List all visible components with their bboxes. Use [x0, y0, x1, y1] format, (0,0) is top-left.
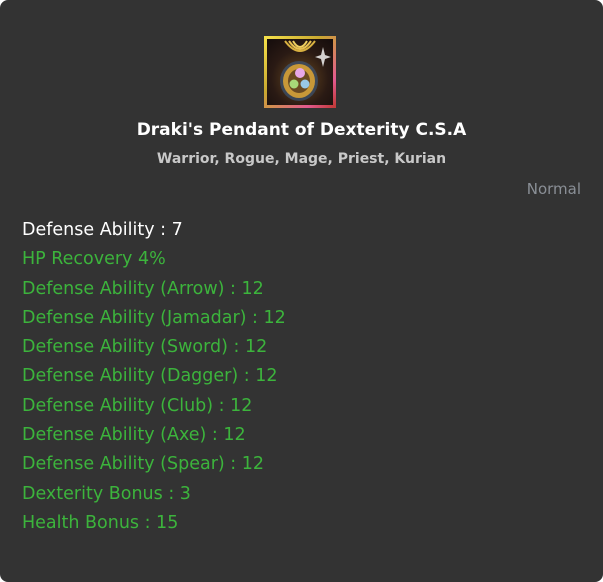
stat-line: Defense Ability (Arrow) : 12 — [22, 278, 264, 299]
stat-line: Defense Ability (Club) : 12 — [22, 395, 253, 416]
stat-line: Defense Ability (Jamadar) : 12 — [22, 307, 286, 328]
item-name: Draki's Pendant of Dexterity C.S.A — [136, 120, 467, 140]
pendant-icon — [264, 36, 336, 108]
stat-line: HP Recovery 4% — [22, 249, 166, 270]
stat-line: Defense Ability (Dagger) : 12 — [22, 366, 278, 387]
stat-line: Defense Ability (Axe) : 12 — [22, 425, 246, 446]
stat-line: Defense Ability (Spear) : 12 — [22, 454, 265, 475]
item-classes: Warrior, Rogue, Mage, Priest, Kurian — [156, 151, 447, 167]
stat-line: Health Bonus : 15 — [22, 512, 179, 533]
stat-list: Defense Ability : 7 HP Recovery 4% Defen… — [22, 216, 286, 538]
item-grade: Normal — [526, 180, 581, 198]
stat-line: Dexterity Bonus : 3 — [22, 483, 191, 504]
stat-line: Defense Ability (Sword) : 12 — [22, 337, 268, 358]
stat-line: Defense Ability : 7 — [22, 220, 183, 240]
